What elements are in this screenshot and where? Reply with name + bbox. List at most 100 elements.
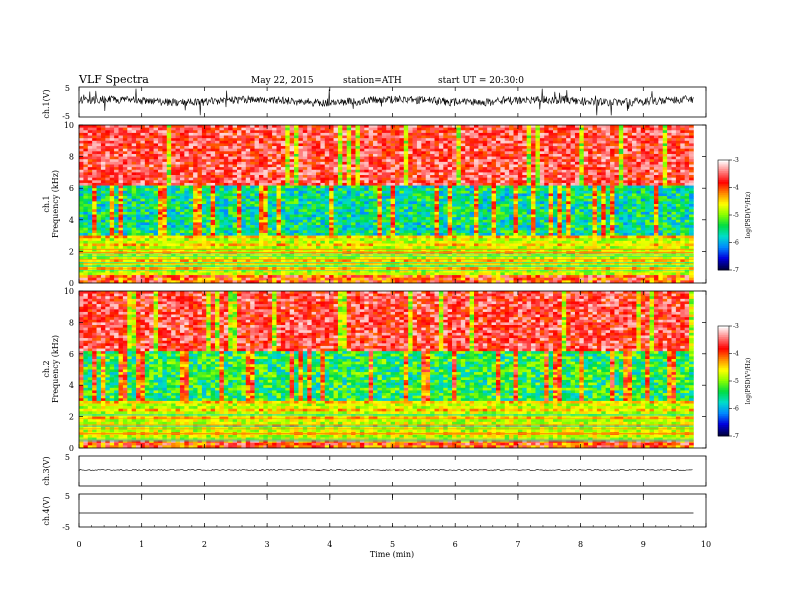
date-label: May 22, 2015	[251, 76, 314, 86]
colorbar-segment	[718, 253, 729, 256]
ch1-spec-channel-label: ch.1	[42, 195, 51, 212]
x-tick-label: 2	[202, 540, 207, 549]
colorbar-segment	[718, 176, 729, 179]
colorbar-segment	[718, 377, 729, 380]
colorbar-segment	[718, 255, 729, 258]
colorbar-segment	[718, 364, 729, 367]
colorbar-segment	[718, 169, 729, 172]
ch2-spectrogram-panel: 0 2 4 6 8 10 ch.2 Frequency (kHz) -3 -4 -5 -6 -7 l…	[42, 287, 752, 453]
colorbar-segment	[718, 410, 729, 413]
colorbar-tick-label: -3	[733, 323, 739, 330]
colorbar-segment	[718, 248, 729, 251]
colorbar-segment	[718, 266, 729, 269]
colorbar-segment	[718, 399, 729, 402]
ch1-ylabel: ch.1(V)	[42, 89, 51, 118]
ch1-spec-ytick-label: 4	[69, 216, 74, 225]
colorbar-segment	[718, 224, 729, 227]
colorbar-segment	[718, 428, 729, 431]
colorbar-segment	[718, 163, 729, 166]
colorbar-segment	[718, 408, 729, 411]
colorbar-segment	[718, 204, 729, 207]
ch2-colorbar: -3 -4 -5 -6 -7 log(PSD(V²/Hz)	[717, 323, 752, 440]
colorbar-segment	[718, 194, 729, 198]
colorbar-segment	[718, 344, 729, 347]
colorbar-segment	[718, 388, 729, 391]
x-tick-label: 8	[578, 540, 583, 549]
start-time-label: start UT = 20:30:0	[438, 76, 524, 86]
ch2-spec-ylabel: Frequency (kHz)	[51, 335, 60, 403]
ch2-spec-ytick-label: 4	[69, 381, 74, 390]
colorbar-segment	[718, 238, 729, 242]
colorbar-segment	[718, 180, 729, 183]
x-tick-label: 0	[76, 540, 81, 549]
ch1-spec-ytick-label: 0	[69, 279, 74, 288]
colorbar-segment	[718, 430, 729, 433]
colorbar-segment	[718, 213, 729, 216]
ch2-spec-yticks: 0 2 4 6 8 10	[64, 287, 706, 453]
colorbar-segment	[718, 165, 729, 168]
ch1-spec-ytick-label: 10	[64, 121, 74, 130]
colorbar-segment	[718, 178, 729, 181]
ch1-waveform-line	[78, 88, 694, 116]
colorbar-segment	[718, 366, 729, 369]
colorbar-segment	[718, 167, 729, 170]
colorbar-segment	[718, 196, 729, 199]
ch3-waveform-path	[78, 469, 693, 472]
x-tick-label: 7	[515, 540, 520, 549]
colorbar-segment	[718, 404, 729, 408]
colorbar-segment	[718, 335, 729, 338]
colorbar-segment	[718, 384, 729, 387]
colorbar-segment	[718, 406, 729, 409]
x-axis-label: Time (min)	[370, 550, 414, 559]
colorbar-segment	[718, 264, 729, 267]
colorbar-segment	[718, 198, 729, 201]
x-tick-label: 5	[390, 540, 395, 549]
colorbar-tick-label: -7	[733, 267, 739, 274]
ch1-spec-yticks: 0 2 4 6 8 10	[64, 121, 706, 288]
ch1-colorbar: -3 -4 -5 -6 -7 log(PSD(V²/Hz)	[717, 157, 752, 274]
colorbar-segment	[718, 371, 729, 375]
colorbar-segment	[718, 386, 729, 389]
colorbar-segment	[718, 209, 729, 212]
colorbar-label: log(PSD(V²/Hz)	[745, 358, 752, 405]
ch1-spectrogram-heatmap	[79, 125, 694, 284]
colorbar-segment	[718, 381, 729, 384]
colorbar-segment	[718, 216, 729, 220]
ch1-spec-ytick-label: 2	[69, 247, 74, 256]
ch3-ytick-top: 5	[65, 453, 70, 462]
colorbar-segment	[718, 235, 729, 238]
colorbar-tick-label: -3	[733, 157, 739, 164]
colorbar-segment	[718, 370, 729, 373]
colorbar-segment	[718, 368, 729, 371]
colorbar-segment	[718, 174, 729, 177]
ch1-ytick-top: 5	[65, 84, 70, 93]
ch3-frame	[78, 455, 707, 487]
colorbar-segment	[718, 357, 729, 360]
colorbar-segment	[718, 185, 729, 188]
ch1-spec-ytick-label: 6	[69, 184, 74, 193]
ch2-spec-ytick-label: 8	[69, 318, 74, 327]
colorbar-segment	[718, 218, 729, 221]
colorbar-segment	[718, 183, 729, 187]
colorbar-segment	[718, 242, 729, 245]
colorbar-segment	[718, 251, 729, 254]
colorbar-tick-label: -4	[733, 185, 739, 192]
ch2-spectrogram-heatmap	[79, 291, 694, 449]
colorbar-segment	[718, 392, 729, 395]
colorbar-segment	[718, 233, 729, 236]
colorbar-segment	[718, 229, 729, 232]
colorbar-segment	[718, 348, 729, 351]
colorbar-segment	[718, 171, 729, 174]
colorbar-segment	[718, 412, 729, 415]
ch4-waveform-line	[78, 494, 694, 514]
colorbar-segment	[718, 205, 729, 209]
colorbar-segment	[718, 237, 729, 240]
colorbar-segment	[718, 331, 729, 334]
ch3-waveform-line	[78, 469, 693, 472]
colorbar-segment	[718, 191, 729, 194]
x-tick-label: 10	[701, 540, 711, 549]
colorbar-segment	[718, 220, 729, 223]
ch1-spectrogram-panel: 0 2 4 6 8 10 ch.1 Frequency (kHz) -3 -4 -5 -6 -7 l…	[42, 121, 752, 288]
colorbar-segment	[718, 379, 729, 382]
